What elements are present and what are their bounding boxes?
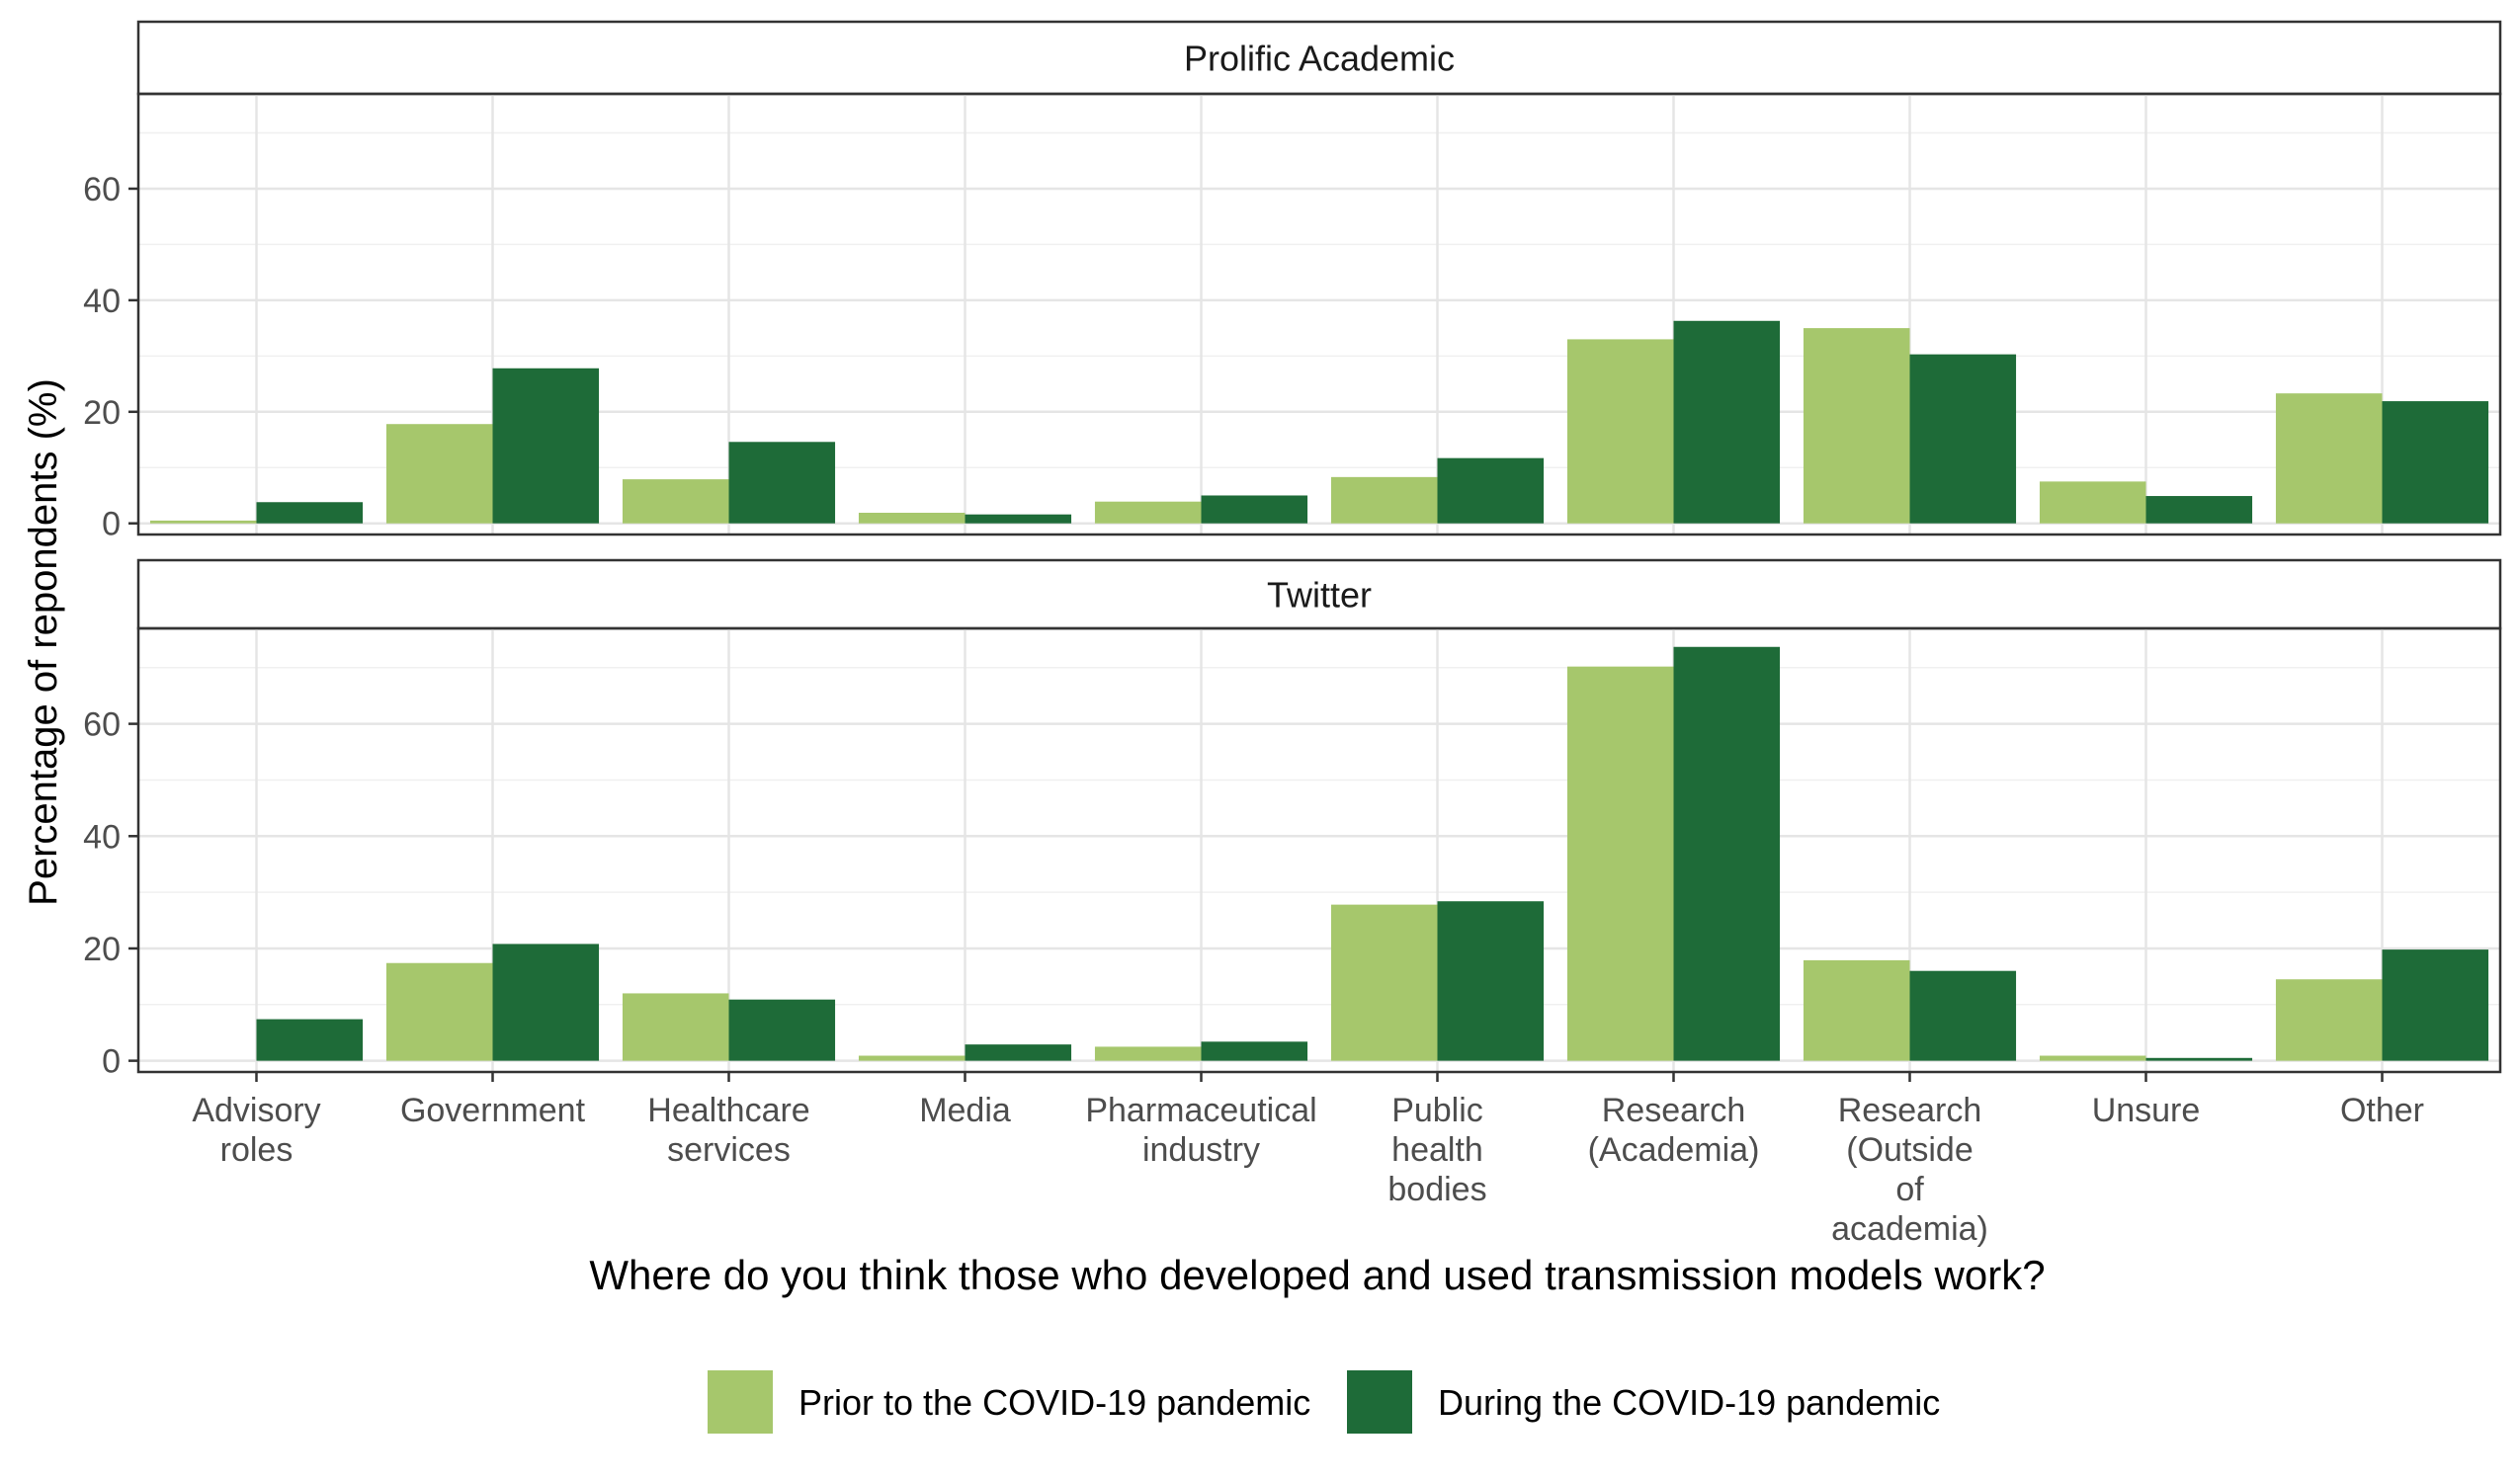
bar (1803, 328, 1910, 524)
bar (1094, 1046, 1202, 1061)
bar (1094, 501, 1202, 524)
bar (2382, 401, 2489, 524)
legend: Prior to the COVID-19 pandemic During the… (708, 1370, 1940, 1434)
y-tick-label: 20 (83, 931, 121, 968)
bar (858, 512, 966, 524)
x-axis-label: Where do you think those who developed a… (589, 1252, 2045, 1298)
bar (1566, 339, 1674, 524)
x-tick-label: Media (919, 1092, 1011, 1129)
legend-swatch (1347, 1370, 1412, 1434)
x-tick-label: Healthcare services (647, 1092, 809, 1169)
bar (1803, 959, 1910, 1061)
x-axis: Advisory roles Government Healthcare service… (192, 1072, 2424, 1248)
bar (1909, 354, 2017, 524)
x-tick-label: Government (400, 1092, 586, 1129)
bar (149, 520, 257, 524)
bar (1330, 476, 1438, 524)
bar (2275, 393, 2383, 524)
bar (385, 962, 493, 1061)
bar (256, 1019, 364, 1061)
y-tick-label: 60 (83, 171, 121, 208)
y-tick-label: 40 (83, 283, 121, 320)
bar (728, 442, 836, 524)
facet-title: Twitter (1267, 575, 1372, 616)
facet-title: Prolific Academic (1184, 39, 1455, 79)
bar (1909, 970, 2017, 1061)
bar (1566, 666, 1674, 1061)
bar (385, 424, 493, 524)
bar (2382, 949, 2489, 1061)
facet-panels: Prolific Academic 0 20 40 60 Twitter 0 20 40 60 (83, 20, 2502, 1081)
bar (1201, 1041, 1308, 1061)
bar (2275, 979, 2383, 1061)
y-tick-label: 40 (83, 818, 121, 856)
legend-swatch (708, 1370, 773, 1434)
bar (492, 944, 600, 1061)
bar (728, 999, 836, 1061)
panel-border (136, 626, 2502, 1074)
y-tick-label: 0 (102, 506, 121, 543)
bar (1673, 646, 1781, 1061)
bar (858, 1055, 966, 1061)
facet-panel: Twitter 0 20 40 60 (83, 558, 2502, 1081)
facet-panel: Prolific Academic 0 20 40 60 (83, 20, 2502, 543)
facet-strip (136, 20, 2502, 96)
facet-strip (136, 558, 2502, 630)
x-tick-label: Research (Academia) (1588, 1092, 1760, 1169)
y-tick-label: 0 (102, 1043, 121, 1081)
legend-label: During the COVID-19 pandemic (1438, 1382, 1940, 1423)
bar (1201, 495, 1308, 524)
panel-border (136, 92, 2502, 536)
x-tick-label: Public health bodies (1387, 1092, 1486, 1208)
bar (1330, 904, 1438, 1061)
legend-item: During the COVID-19 pandemic (1347, 1370, 1940, 1434)
bar (256, 502, 364, 524)
bar (1437, 901, 1545, 1061)
bar (1673, 320, 1781, 524)
bar (1437, 457, 1545, 524)
legend-label: Prior to the COVID-19 pandemic (798, 1382, 1310, 1423)
bar (492, 368, 600, 524)
y-tick-label: 60 (83, 706, 121, 744)
x-tick-label: Research (Outside of academia) (1831, 1092, 1988, 1248)
bar (2039, 481, 2146, 524)
y-axis-label: Percentage of repondents (%) (22, 378, 65, 906)
bar (2039, 1055, 2146, 1061)
bar (965, 1044, 1072, 1061)
bar (622, 479, 729, 524)
legend-item: Prior to the COVID-19 pandemic (708, 1370, 1310, 1434)
bar (2145, 496, 2253, 524)
x-tick-label: Pharmaceutical industry (1085, 1092, 1316, 1169)
x-tick-label: Other (2340, 1092, 2424, 1129)
y-tick-label: 20 (83, 394, 121, 432)
bar (622, 993, 729, 1061)
x-tick-label: Unsure (2092, 1092, 2201, 1129)
bar (965, 514, 1072, 524)
x-tick-label: Advisory roles (192, 1092, 320, 1169)
bar (2145, 1057, 2253, 1061)
